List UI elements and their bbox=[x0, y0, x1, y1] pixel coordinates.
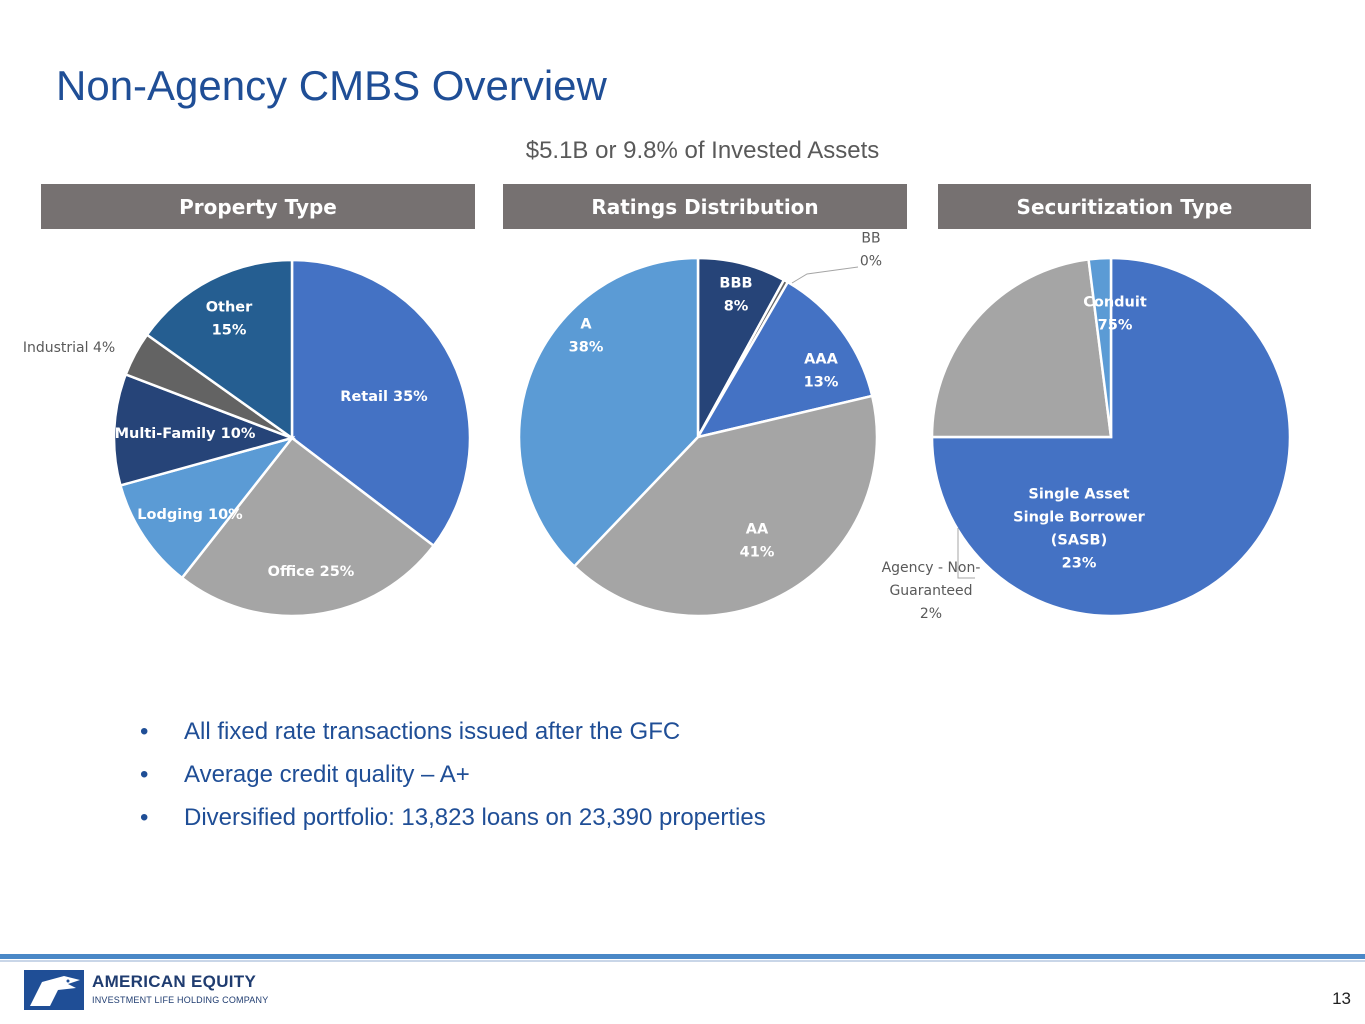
data-label-conduit: Conduit bbox=[1083, 295, 1147, 311]
bullet-item: • All fixed rate transactions issued afte… bbox=[140, 718, 766, 761]
page-number: 13 bbox=[1332, 989, 1351, 1008]
bullet-item: • Average credit quality – A+ bbox=[140, 761, 766, 804]
bullet-item: • Diversified portfolio: 13,823 loans on … bbox=[140, 804, 766, 847]
pie-slice-aa bbox=[572, 394, 879, 618]
pie-slice-aaa bbox=[695, 280, 874, 439]
pie-slice-other bbox=[145, 258, 294, 441]
bullet-text: Diversified portfolio: 13,823 loans on 2… bbox=[184, 804, 766, 831]
bullet-text: All fixed rate transactions issued after… bbox=[184, 718, 681, 745]
ratings-distribution-header: Ratings Distribution bbox=[503, 184, 907, 229]
data-label-aaa: AAA bbox=[804, 352, 838, 368]
footer-divider-accent bbox=[0, 960, 1365, 962]
data-label-bbb: 8% bbox=[724, 299, 749, 315]
pie-slice-lodging bbox=[118, 435, 296, 580]
data-label-conduit: 75% bbox=[1098, 318, 1133, 334]
data-label-single-asset-single-borrower-sasb: Single Borrower bbox=[1013, 510, 1145, 526]
data-label-aaa: 13% bbox=[804, 375, 839, 391]
pie-slice-single-asset-single-borrower-sasb bbox=[930, 258, 1113, 439]
pie-slice-a bbox=[517, 256, 700, 569]
data-label-bbb: BBB bbox=[719, 276, 752, 292]
data-label-other: 15% bbox=[212, 323, 247, 339]
data-label-aa: AA bbox=[746, 522, 769, 538]
data-label-lodging: Lodging 10% bbox=[137, 507, 243, 523]
securitization-type-header: Securitization Type bbox=[938, 184, 1311, 229]
data-label-agency-non-guaranteed: Guaranteed bbox=[889, 583, 972, 599]
pie-slice-office bbox=[180, 436, 436, 618]
data-label-bb: 0% bbox=[860, 254, 882, 270]
bullet-text: Average credit quality – A+ bbox=[184, 761, 470, 788]
data-label-a: 38% bbox=[569, 340, 604, 356]
pie-slice-multi-family bbox=[112, 372, 297, 487]
data-label-single-asset-single-borrower-sasb: (SASB) bbox=[1051, 533, 1107, 549]
eagle-icon bbox=[24, 970, 84, 1010]
property-type-header: Property Type bbox=[41, 184, 475, 229]
data-label-aa: 41% bbox=[740, 545, 775, 561]
pie-chart-property-type: Retail 35% Office 25% Lodging 10% Multi-Fam… bbox=[23, 258, 472, 618]
leader-line-bb bbox=[791, 266, 859, 284]
logo-tagline: INVESTMENT LIFE HOLDING COMPANY bbox=[92, 995, 269, 1005]
page-title: Non-Agency CMBS Overview bbox=[56, 62, 607, 109]
pie-slice-bbb bbox=[696, 256, 786, 438]
data-label-agency-non-guaranteed: Agency - Non- bbox=[882, 560, 981, 576]
data-label-agency-non-guaranteed: 2% bbox=[920, 606, 942, 622]
pie-slice-retail bbox=[290, 258, 472, 548]
key-points-list: • All fixed rate transactions issued afte… bbox=[140, 718, 766, 847]
data-label-office: Office 25% bbox=[268, 564, 355, 580]
logo-name: AMERICAN EQUITY bbox=[92, 972, 257, 991]
data-label-retail: Retail 35% bbox=[340, 389, 428, 405]
data-label-bb: BB bbox=[861, 231, 880, 247]
footer-divider bbox=[0, 954, 1365, 959]
data-label-industrial: Industrial 4% bbox=[23, 340, 115, 356]
data-label-a: A bbox=[580, 317, 592, 333]
pie-chart-securitization-type: Conduit 75% Single Asset Single Borrower (SA… bbox=[882, 256, 1292, 622]
company-logo: AMERICAN EQUITY INVESTMENT LIFE HOLDING … bbox=[24, 970, 284, 1010]
pie-chart-ratings-distribution: BBB 8% BB 0% AAA 13% AA 41% A 38% bbox=[517, 231, 882, 618]
pie-slice-agency-non-guaranteed bbox=[1087, 256, 1113, 438]
leader-line-agency-non-guaranteed bbox=[957, 528, 975, 579]
data-label-single-asset-single-borrower-sasb: 23% bbox=[1062, 556, 1097, 572]
data-label-multi-family: Multi-Family 10% bbox=[115, 426, 256, 442]
data-label-single-asset-single-borrower-sasb: Single Asset bbox=[1028, 487, 1129, 503]
page-subtitle: $5.1B or 9.8% of Invested Assets bbox=[525, 137, 880, 164]
pie-slice-conduit bbox=[930, 256, 1292, 618]
data-label-other: Other bbox=[206, 300, 253, 316]
